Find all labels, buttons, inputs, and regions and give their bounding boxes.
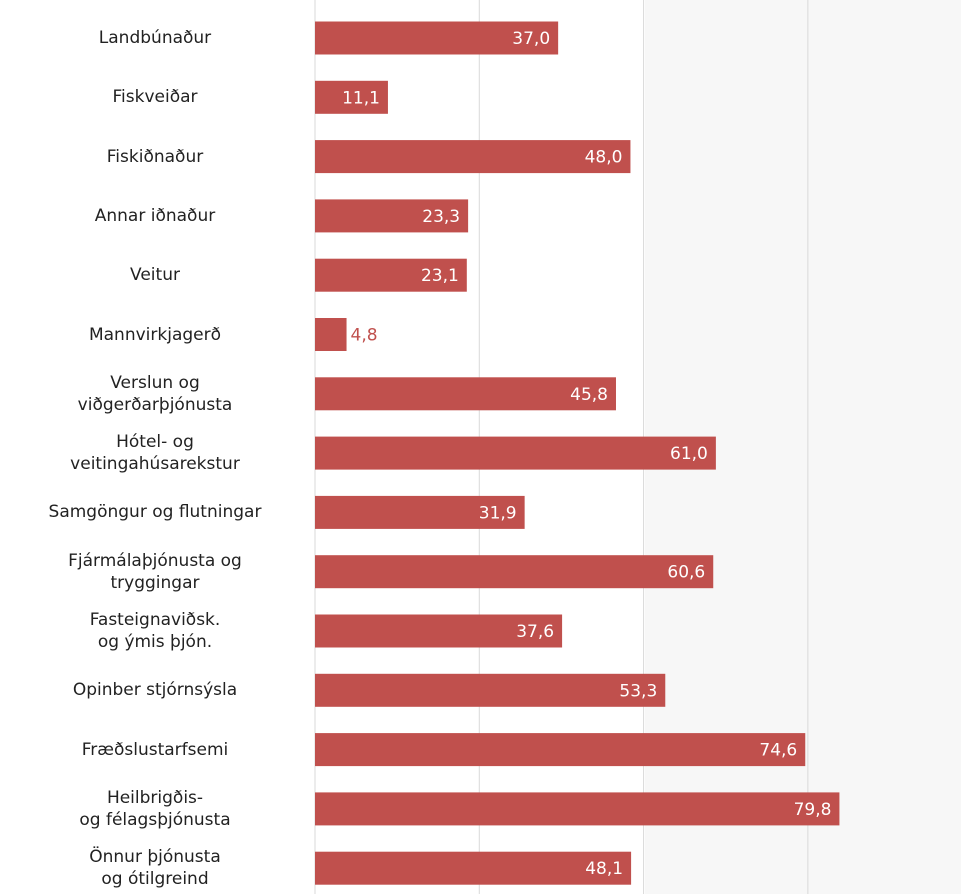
bar [315,555,714,589]
bar [315,851,632,885]
data-label: 48,0 [585,148,623,168]
data-label: 45,8 [570,385,608,405]
bar [315,258,467,292]
bar [315,140,631,174]
data-label: 61,0 [670,444,708,464]
category-label: Verslun og viðgerðarþjónusta [77,372,233,415]
data-label: 23,3 [422,207,460,227]
category-label: Hótel- og veitingahúsarekstur [70,432,240,475]
bar [315,21,559,55]
data-label: 48,1 [585,859,623,879]
category-label: Veitur [130,265,180,286]
bar [315,733,806,767]
data-label: 37,6 [516,622,554,642]
bar [315,495,525,529]
bar [315,80,388,114]
category-label: Annar iðnaður [94,205,216,226]
bar [315,792,840,826]
category-label: Samgöngur og flutningar [48,502,262,523]
data-label: 4,8 [351,326,378,346]
data-label: 79,8 [794,800,832,820]
bar [315,673,666,707]
category-label: Önnur þjónusta og ótilgreind [89,847,221,890]
data-label: 60,6 [667,563,705,583]
data-label: 53,3 [619,681,657,701]
bar [315,436,716,470]
category-label: Heilbrigðis- og félagsþjónusta [79,787,231,830]
data-label: 37,0 [512,29,550,49]
category-label: Fræðslustarfsemi [81,739,229,760]
category-label: Fiskveiðar [112,87,198,108]
category-label: Mannvirkjagerð [88,324,222,345]
bar [315,199,469,233]
data-label: 74,6 [759,741,797,761]
data-label: 11,1 [342,88,380,108]
data-label: 23,1 [421,266,459,286]
bar [315,377,616,411]
bar [315,614,563,648]
category-label: Opinber stjórnsýsla [72,680,238,701]
bar [315,318,347,351]
data-label: 31,9 [479,503,517,523]
category-label: Fasteignaviðsk. og ýmis þjón. [89,610,221,652]
category-label: Fjármálaþjónusta og tryggingar [68,550,242,593]
category-label: Fiskiðnaður [106,146,204,167]
category-label: Landbúnaður [98,28,212,48]
